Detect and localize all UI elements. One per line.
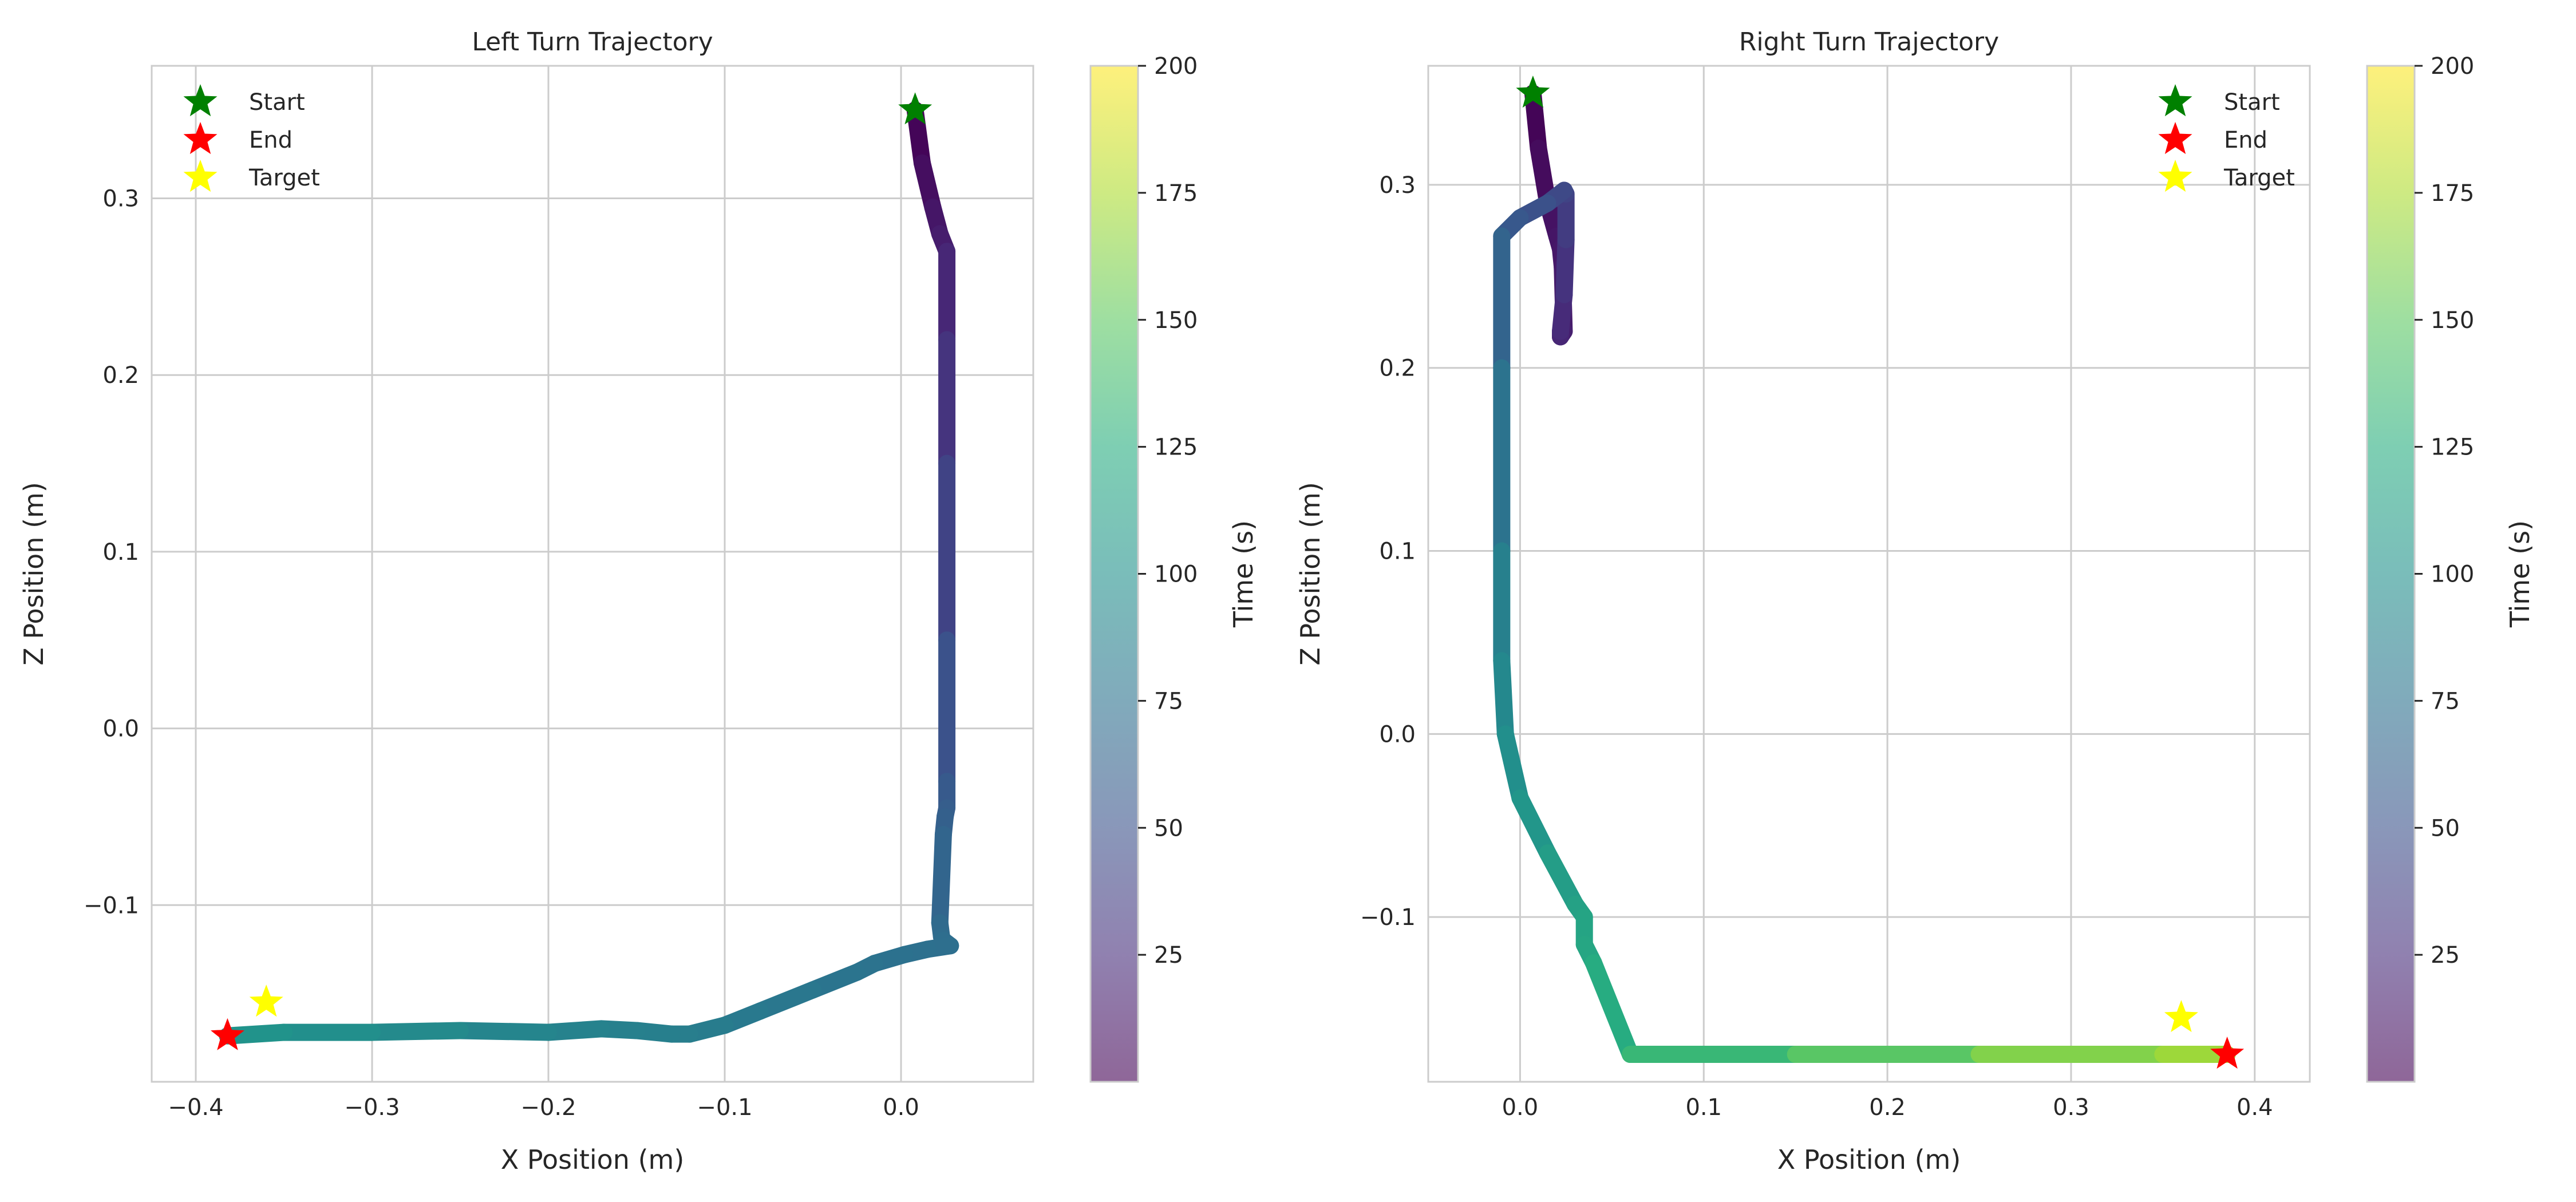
y-tick-label: 0.3 — [1379, 172, 1416, 199]
axes-frame — [151, 65, 1034, 1083]
trajectory-line — [219, 101, 959, 1045]
x-tick-label: −0.3 — [344, 1094, 400, 1121]
colorbar-label: Time (s) — [1228, 520, 1259, 628]
x-tick-label: 0.0 — [883, 1094, 919, 1121]
colorbar-tick-label: 25 — [2431, 942, 2460, 968]
colorbar-tick-label: 175 — [1154, 180, 1198, 207]
legend-target-label: Target — [2223, 165, 2295, 191]
legend-end-icon — [2158, 122, 2192, 155]
end-marker — [2210, 1037, 2245, 1069]
trajectory-segment — [1493, 652, 1514, 743]
trajectory-segment — [452, 1022, 557, 1041]
y-tick-label: −0.1 — [84, 892, 139, 919]
legend-end-icon — [183, 122, 218, 155]
trajectory-segment — [1539, 844, 1584, 913]
chart-right-turn: 0.0 0.1 0.2 0.3 0.4 −0.1 0.0 0.1 0.2 0.3 Right Tur… — [1295, 27, 2535, 1175]
target-marker — [249, 984, 283, 1017]
axes-frame — [1427, 65, 2311, 1083]
colorbar-tick-label: 125 — [2431, 434, 2474, 461]
colorbar-gradient — [1091, 66, 1138, 1082]
colorbar-tick-label: 50 — [1154, 815, 1183, 841]
x-axis-label: X Position (m) — [1777, 1144, 1961, 1175]
y-tick-label: 0.3 — [102, 186, 139, 212]
x-tick-label: 0.0 — [1502, 1094, 1539, 1121]
y-axis-label: Z Position (m) — [1295, 482, 1326, 666]
x-tick-label: 0.4 — [2237, 1094, 2273, 1121]
legend-start-icon — [2158, 84, 2192, 117]
colorbar-tick-label: 75 — [2431, 688, 2460, 714]
legend-start-label: Start — [2224, 89, 2280, 116]
trajectory-segment — [931, 825, 952, 932]
trajectory-segment — [540, 1020, 610, 1041]
legend: Start End Target — [2158, 84, 2295, 192]
target-marker — [2164, 1000, 2198, 1033]
y-tick-label: 0.2 — [1379, 355, 1416, 382]
end-marker — [211, 1018, 244, 1050]
trajectory-segment — [751, 981, 821, 1020]
trajectory-segment — [1585, 954, 1639, 1063]
x-axis-label: X Position (m) — [501, 1144, 685, 1175]
colorbar-tick-label: 150 — [2431, 307, 2474, 334]
legend-target-icon — [2158, 160, 2192, 192]
colorbar-gradient — [2367, 66, 2415, 1082]
chart-title: Left Turn Trajectory — [472, 27, 713, 57]
x-tick-label: 0.3 — [2053, 1094, 2089, 1121]
x-tick-label: −0.2 — [520, 1094, 576, 1121]
x-tick-label: −0.4 — [168, 1094, 223, 1121]
trajectory-segment — [1524, 84, 1547, 157]
y-tick-label: 0.1 — [1379, 539, 1416, 565]
trajectory-line — [1493, 84, 2236, 1063]
x-tick-label: −0.1 — [697, 1094, 752, 1121]
legend-target-icon — [183, 160, 218, 192]
legend-end-label: End — [2224, 127, 2267, 153]
y-tick-label: −0.1 — [1360, 904, 1416, 931]
colorbar: 25 50 75 100 125 150 175 200 Time (s) — [1089, 53, 1259, 1083]
colorbar-tick-label: 175 — [2431, 180, 2474, 207]
trajectory-segment — [1496, 725, 1529, 807]
legend-start-icon — [183, 84, 218, 117]
start-marker — [1516, 76, 1550, 108]
legend-end-label: End — [249, 127, 293, 153]
legend-start-label: Start — [249, 89, 305, 116]
y-tick-label: 0.2 — [102, 362, 139, 389]
trajectory-segment — [906, 101, 931, 172]
legend-target-label: Target — [248, 165, 320, 191]
chart-left-turn: −0.4 −0.3 −0.2 −0.1 0.0 −0.1 0.0 0.1 0.2 0.3 Left … — [18, 27, 1259, 1175]
colorbar-tick-label: 200 — [1154, 53, 1198, 80]
trajectory-segment — [1555, 231, 1575, 303]
y-tick-label: 0.1 — [102, 539, 139, 566]
chart-title: Right Turn Trajectory — [1739, 27, 1999, 57]
x-tick-label: 0.1 — [1685, 1094, 1722, 1121]
plot-area — [152, 66, 1033, 1082]
legend: Start End Target — [183, 84, 320, 192]
colorbar-tick-label: 75 — [1154, 688, 1183, 714]
colorbar-tick-label: 150 — [1154, 307, 1198, 334]
colorbar-label: Time (s) — [2504, 520, 2535, 628]
colorbar-tick-label: 50 — [2431, 815, 2460, 841]
y-axis-label: Z Position (m) — [18, 482, 49, 666]
trajectory-segment — [364, 1022, 469, 1041]
colorbar-tick-label: 100 — [1154, 562, 1198, 588]
y-tick-label: 0.0 — [1379, 721, 1416, 748]
trajectory-segment — [1511, 789, 1556, 862]
x-tick-label: 0.2 — [1869, 1094, 1906, 1121]
colorbar-tick-label: 25 — [1154, 942, 1183, 968]
colorbar-tick-label: 200 — [2431, 53, 2474, 80]
colorbar: 25 50 75 100 125 150 175 200 Time (s) — [2366, 53, 2535, 1083]
colorbar-tick-label: 125 — [1154, 434, 1198, 461]
colorbar-tick-label: 100 — [2431, 562, 2474, 588]
y-tick-label: 0.0 — [102, 716, 139, 742]
start-marker — [898, 92, 933, 125]
